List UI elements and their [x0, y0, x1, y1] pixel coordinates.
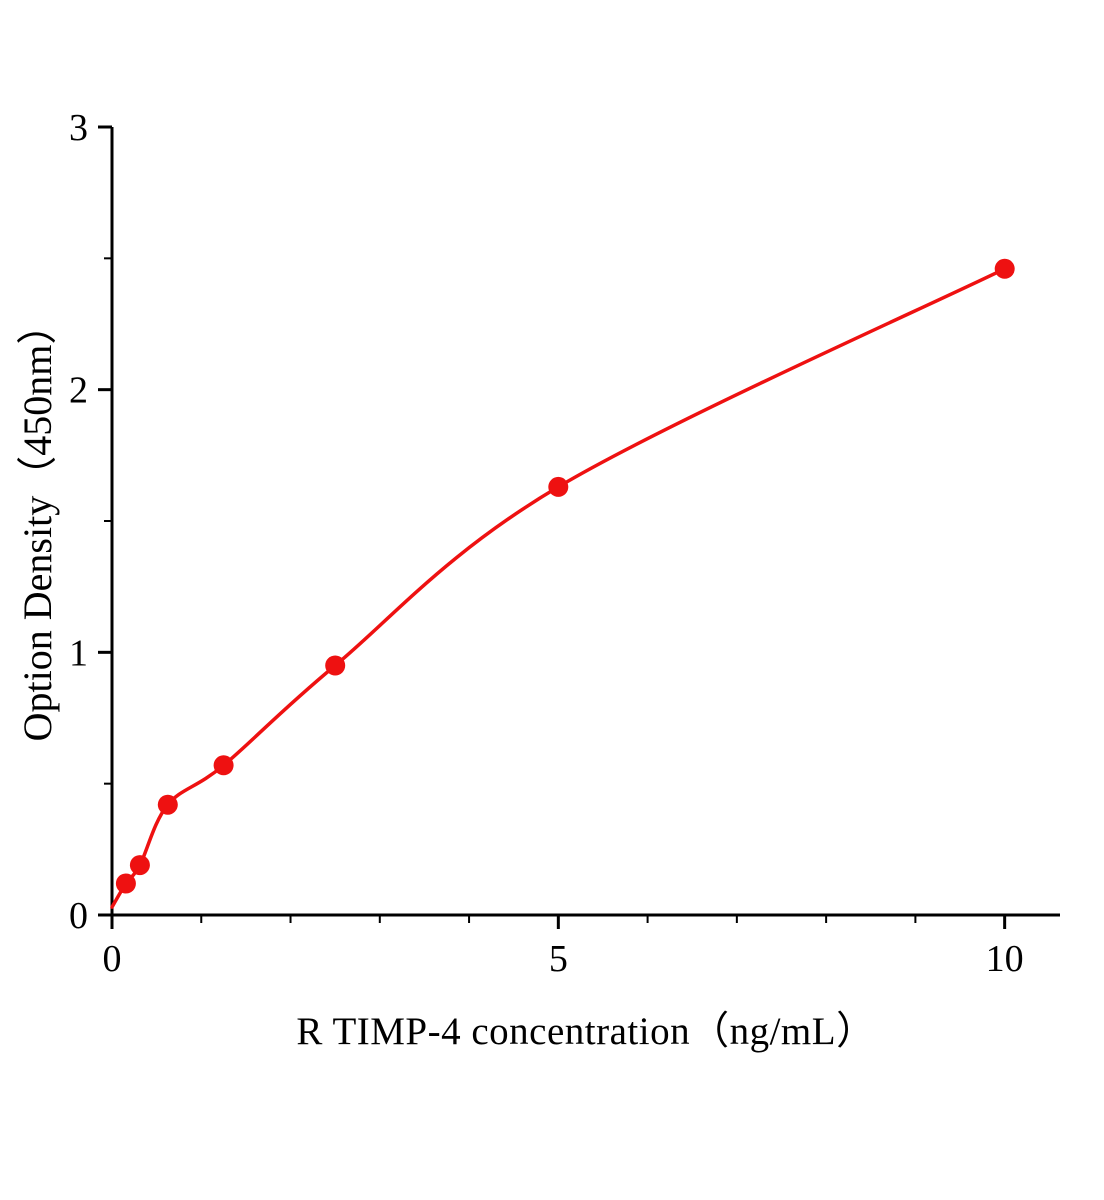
- y-tick-label: 2: [69, 370, 88, 412]
- data-point: [129, 855, 150, 876]
- data-point: [157, 794, 178, 815]
- x-axis-title: R TIMP-4 concentration（ng/mL）: [296, 1010, 876, 1053]
- data-point: [994, 258, 1015, 279]
- y-tick-label: 1: [69, 632, 88, 674]
- x-tick-label: 0: [103, 938, 122, 980]
- fit-curve: [110, 267, 1007, 909]
- data-point: [115, 873, 136, 894]
- x-tick-label: 10: [986, 938, 1024, 980]
- x-tick-label: 5: [549, 938, 568, 980]
- y-tick-label: 0: [69, 895, 88, 937]
- y-tick-label: 3: [69, 107, 88, 149]
- y-axis-title: Option Density（450nm）: [15, 304, 60, 742]
- data-point: [213, 755, 234, 776]
- data-point: [325, 655, 346, 676]
- data-point: [548, 476, 569, 497]
